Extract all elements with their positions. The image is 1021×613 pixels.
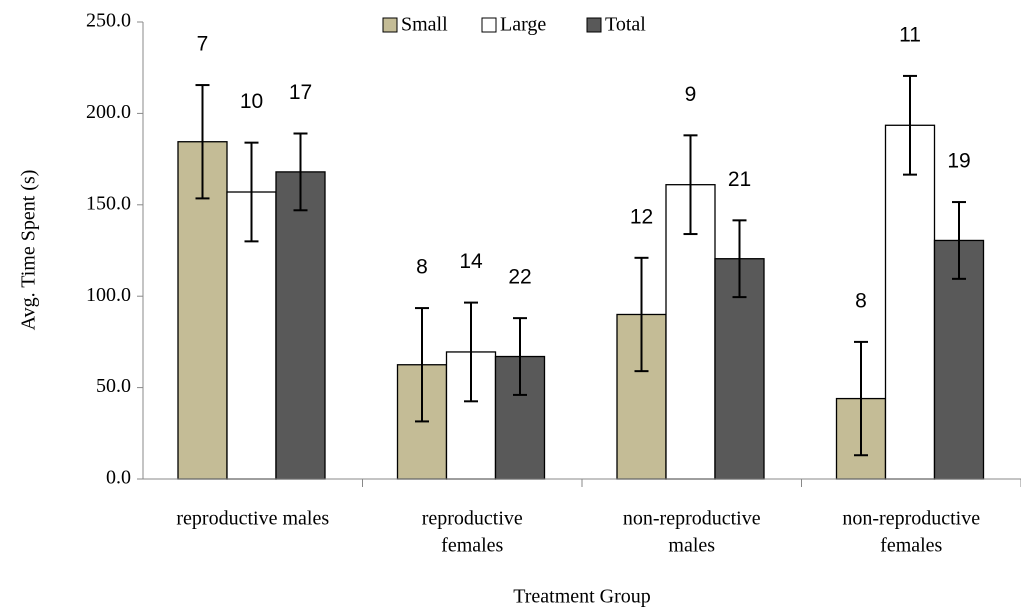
bar (276, 172, 325, 479)
legend-label: Small (401, 14, 448, 36)
x-tick-label: reproductive (422, 508, 523, 530)
x-axis-title: Treatment Group (513, 586, 651, 608)
sample-size-label: 9 (685, 83, 697, 106)
sample-size-label: 19 (947, 150, 970, 173)
sample-size-label: 7 (197, 33, 209, 56)
sample-size-label: 22 (508, 266, 531, 289)
y-tick-label: 200.0 (86, 101, 131, 123)
sample-size-label: 12 (630, 205, 653, 228)
sample-size-label: 21 (728, 168, 751, 191)
bar (886, 125, 935, 479)
x-tick-label: females (441, 535, 503, 557)
legend-swatch (482, 18, 496, 32)
y-tick-label: 50.0 (96, 375, 131, 397)
legend-swatch (587, 18, 601, 32)
x-tick-label: reproductive males (176, 508, 329, 530)
x-tick-label: males (668, 535, 715, 557)
sample-size-label: 17 (289, 81, 312, 104)
sample-size-label: 14 (459, 250, 483, 273)
legend-swatch (383, 18, 397, 32)
x-tick-label: females (880, 535, 942, 557)
x-tick-label: non-reproductive (623, 508, 761, 530)
y-tick-label: 0.0 (106, 467, 131, 489)
sample-size-label: 8 (416, 256, 428, 279)
sample-size-label: 11 (899, 23, 921, 46)
sample-size-label: 10 (240, 90, 263, 113)
sample-size-label: 8 (855, 289, 867, 312)
x-tick-label: non-reproductive (842, 508, 980, 530)
legend-label: Total (605, 14, 646, 36)
y-tick-label: 100.0 (86, 284, 131, 306)
legend-label: Large (500, 14, 546, 36)
y-tick-label: 250.0 (86, 10, 131, 32)
y-tick-label: 150.0 (86, 192, 131, 214)
y-axis-title: Avg. Time Spent (s) (18, 170, 40, 331)
